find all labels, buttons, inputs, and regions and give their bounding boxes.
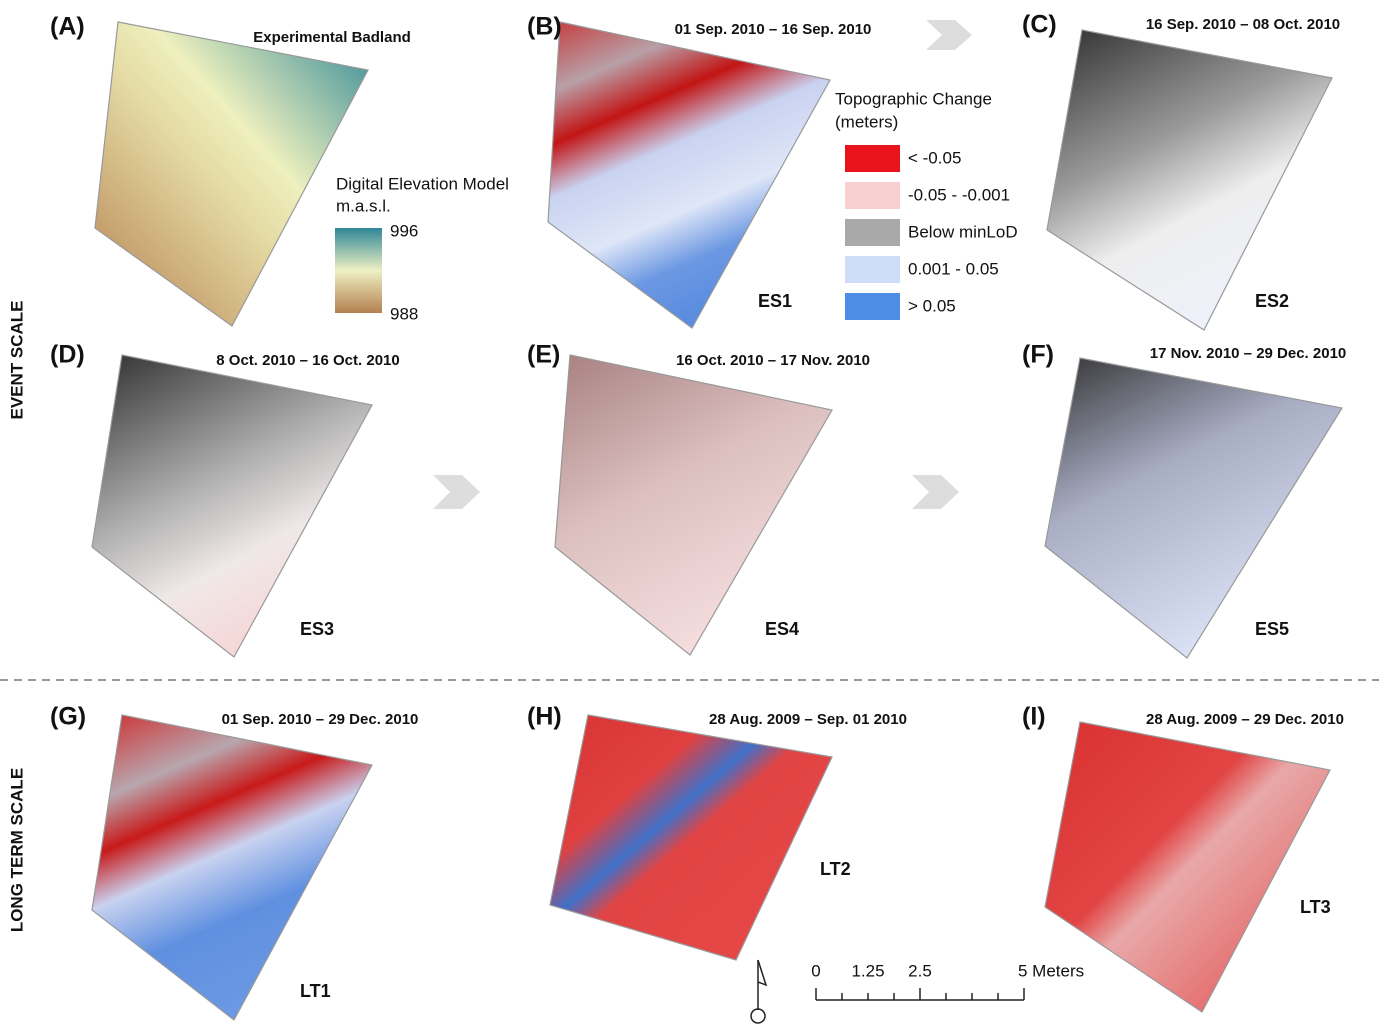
panel-code: ES2 — [1255, 291, 1289, 311]
scale-bar — [816, 988, 1024, 1000]
panel-title: 16 Oct. 2010 – 17 Nov. 2010 — [676, 352, 870, 369]
map — [555, 355, 832, 655]
panel-label: (G) — [50, 703, 86, 731]
legend-max: 996 — [390, 221, 418, 240]
legend-title: Digital Elevation Model — [336, 174, 509, 193]
legend-label: < -0.05 — [908, 148, 961, 167]
scale-label: 0 — [811, 961, 820, 980]
panel-title: 01 Sep. 2010 – 16 Sep. 2010 — [675, 21, 872, 38]
panel-label: (D) — [50, 341, 85, 369]
map — [92, 355, 372, 657]
panel-title: 01 Sep. 2010 – 29 Dec. 2010 — [222, 711, 419, 728]
legend-swatch — [845, 145, 900, 172]
panel-title: Experimental Badland — [253, 29, 411, 46]
map — [1047, 30, 1332, 330]
panel-title: 28 Aug. 2009 – Sep. 01 2010 — [709, 711, 907, 728]
panel-label: (F) — [1022, 341, 1054, 369]
north-arrow — [751, 960, 766, 1023]
legend: < -0.05 -0.05 - -0.001 Below minLoD 0.001 -… — [845, 145, 1018, 320]
panel-code: ES3 — [300, 619, 334, 639]
legend-swatch — [845, 219, 900, 246]
map — [1045, 722, 1330, 1012]
map — [95, 22, 368, 326]
legend-swatch — [845, 256, 900, 283]
scale-label: 2.5 — [908, 961, 932, 980]
legend-unit: m.a.s.l. — [336, 196, 391, 215]
legend-title: Topographic Change — [835, 89, 992, 108]
map — [548, 22, 830, 328]
legend-label: > 0.05 — [908, 296, 956, 315]
scale-label: 1.25 — [851, 961, 884, 980]
legend-label: -0.05 - -0.001 — [908, 185, 1010, 204]
panel-label: (H) — [527, 703, 562, 731]
panel-code: LT1 — [300, 981, 331, 1001]
panel-code: ES5 — [1255, 619, 1289, 639]
panel-label: (C) — [1022, 11, 1057, 39]
legend-swatch — [845, 182, 900, 209]
panel-code: ES1 — [758, 291, 792, 311]
row-label: LONG TERM SCALE — [7, 768, 26, 932]
panel-code: ES4 — [765, 619, 799, 639]
figure: (A) Experimental Badland (B) 01 Sep. 201… — [0, 0, 1379, 1024]
legend-unit: (meters) — [835, 112, 898, 131]
panel-title: 16 Sep. 2010 – 08 Oct. 2010 — [1146, 16, 1340, 33]
panel-title: 28 Aug. 2009 – 29 Dec. 2010 — [1146, 711, 1344, 728]
scale-label: 5 Meters — [1018, 961, 1084, 980]
row-label: EVENT SCALE — [7, 300, 26, 419]
color-ramp — [335, 228, 382, 313]
arrow — [926, 20, 972, 50]
panel-code: LT3 — [1300, 897, 1331, 917]
legend-min: 988 — [390, 304, 418, 323]
map — [92, 715, 372, 1020]
panel-label: (A) — [50, 13, 85, 41]
panel-label: (E) — [527, 341, 560, 369]
panel-title: 8 Oct. 2010 – 16 Oct. 2010 — [216, 352, 399, 369]
panel-label: (B) — [527, 13, 562, 41]
map — [550, 715, 832, 960]
arrow — [912, 475, 959, 509]
panel-label: (I) — [1022, 703, 1046, 731]
map — [1045, 358, 1342, 658]
arrow — [433, 475, 480, 509]
panel-code: LT2 — [820, 859, 851, 879]
legend-label: Below minLoD — [908, 222, 1018, 241]
legend-label: 0.001 - 0.05 — [908, 259, 999, 278]
legend-swatch — [845, 293, 900, 320]
panel-title: 17 Nov. 2010 – 29 Dec. 2010 — [1150, 345, 1347, 362]
